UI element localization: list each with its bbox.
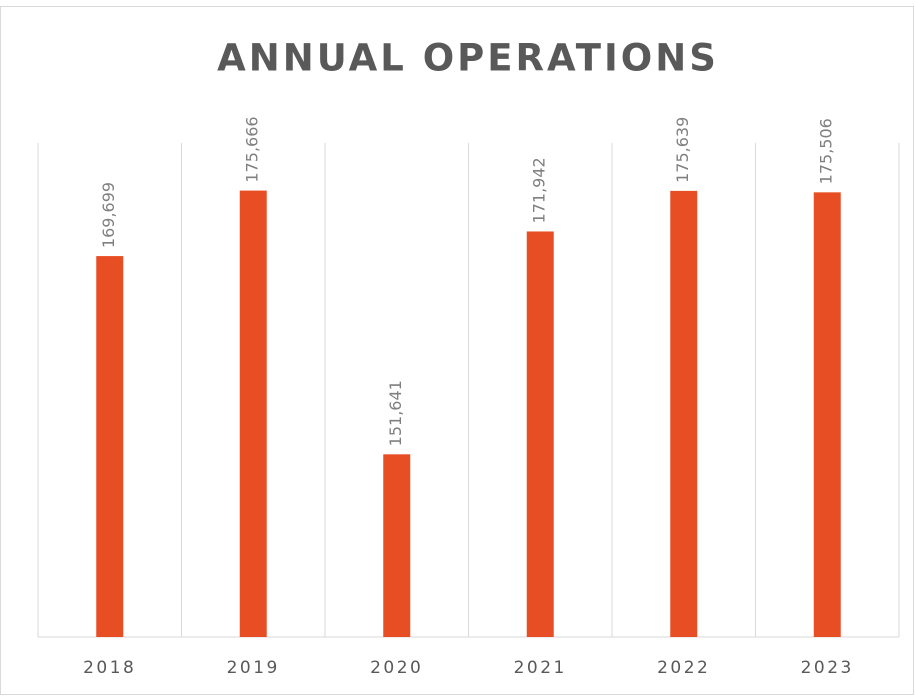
x-tick-label: 2019: [227, 658, 280, 678]
data-label: 171,942: [530, 157, 549, 223]
x-tick-label: 2023: [801, 658, 854, 678]
data-label: 175,639: [673, 117, 692, 183]
bar: [813, 192, 841, 637]
bar: [670, 190, 698, 637]
data-label: 151,641: [386, 380, 405, 446]
x-tick-label: 2022: [657, 658, 710, 678]
bar: [239, 190, 267, 637]
chart-title: ANNUAL OPERATIONS: [217, 37, 719, 80]
x-tick-label: 2021: [514, 658, 567, 678]
bar: [526, 231, 554, 638]
x-tick-label: 2020: [370, 658, 423, 678]
data-label: 175,506: [817, 118, 836, 184]
data-label: 169,699: [99, 182, 118, 248]
data-label: 175,666: [243, 116, 262, 182]
chart-frame: [0, 6, 914, 695]
bar: [383, 454, 411, 637]
bar: [96, 256, 124, 637]
x-tick-label: 2018: [83, 658, 136, 678]
